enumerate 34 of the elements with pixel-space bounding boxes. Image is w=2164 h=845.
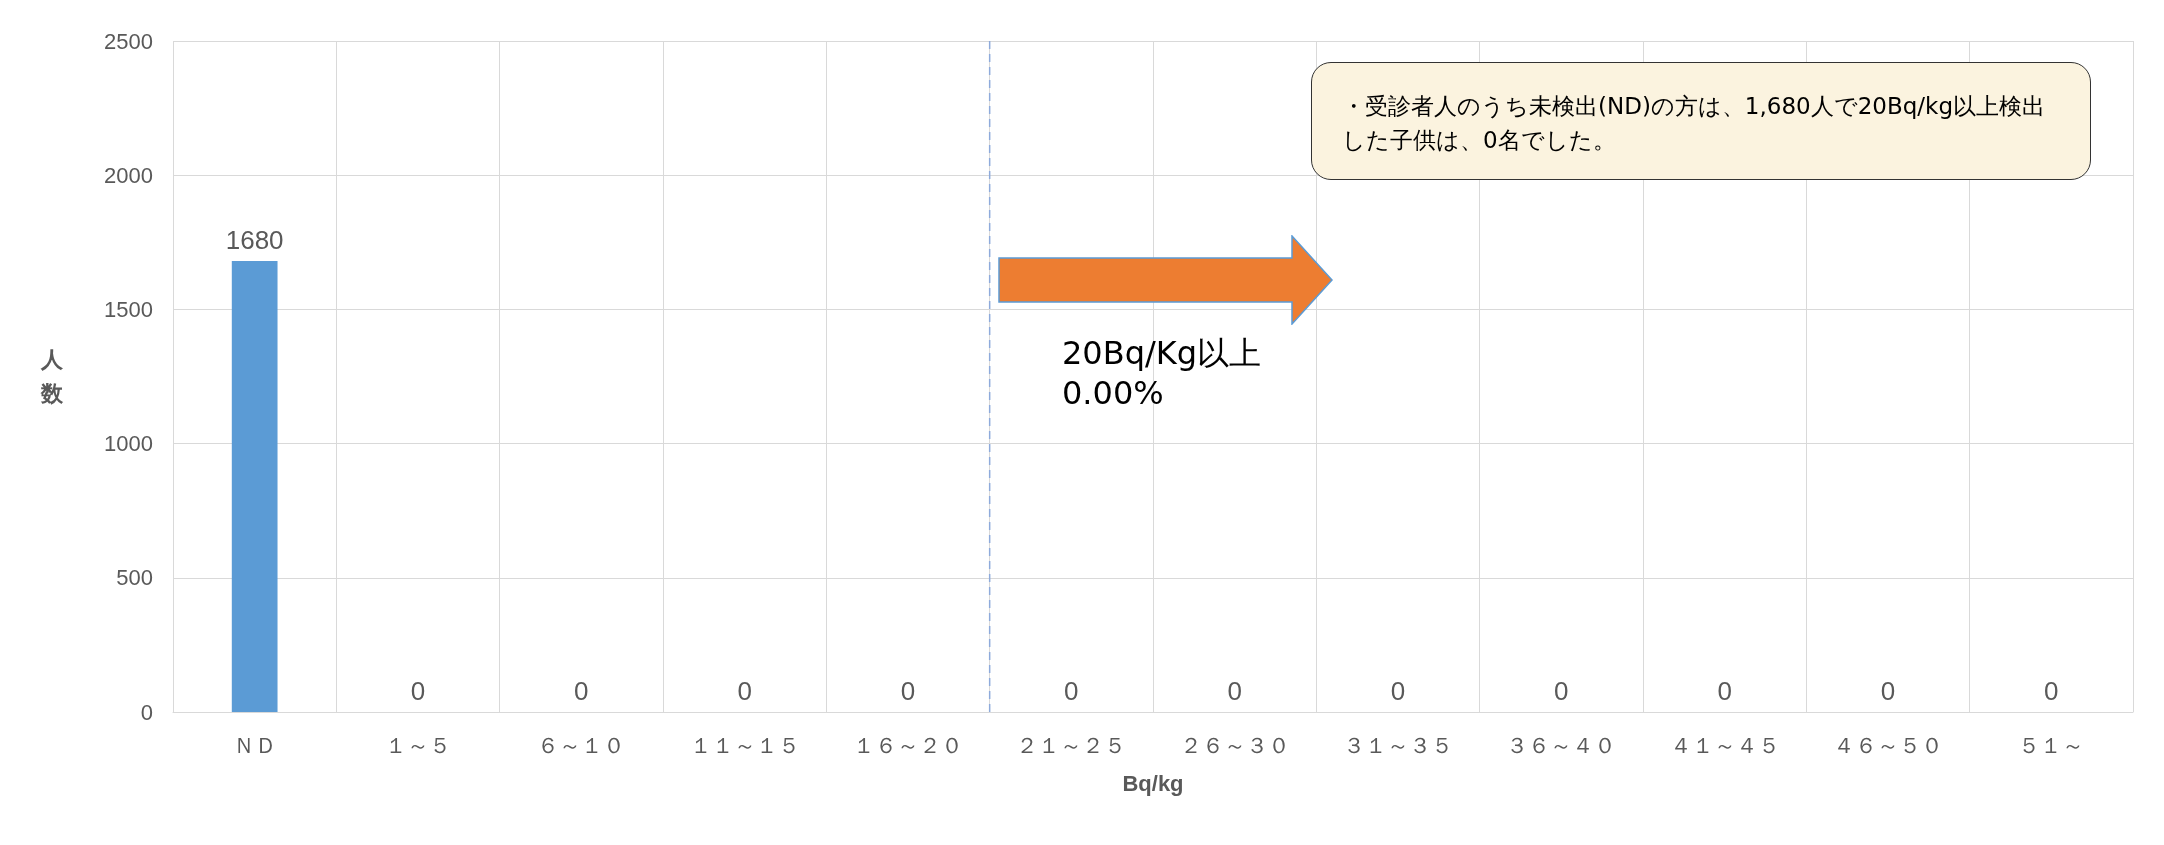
- annotation: 20Bq/Kg以上 0.00%: [1062, 333, 1262, 413]
- data-label: 0: [1717, 676, 1732, 706]
- x-axis-title: Bq/kg: [1122, 770, 1184, 796]
- data-label: 0: [410, 676, 426, 706]
- callout-box: ・受診者人のうち未検出(ND)の方は、1,680人で20Bq/kg以上検出した子供は、0名でした。: [1311, 62, 2091, 180]
- data-label: 0: [574, 676, 589, 706]
- data-label: 0: [1880, 676, 1896, 706]
- data-label: 0: [900, 676, 916, 706]
- x-tick-label: ＮＤ: [232, 732, 277, 758]
- y-tick-label: 2500: [104, 28, 153, 54]
- data-label: 0: [1227, 676, 1242, 706]
- x-tick-label: １１～１５: [689, 732, 800, 758]
- x-tick-label: ３１～３５: [1343, 732, 1453, 758]
- y-tick-label: 500: [116, 565, 153, 591]
- x-tick-label: １６～２０: [853, 732, 963, 758]
- x-tick-label: ４１～４５: [1669, 732, 1780, 758]
- x-tick-label: ３６～４０: [1506, 732, 1617, 758]
- x-tick-label: ４６～５０: [1833, 732, 1943, 758]
- y-tick-label: 1500: [104, 296, 153, 322]
- data-label: 0: [1554, 676, 1569, 706]
- x-tick-label: ２１～２５: [1016, 732, 1127, 758]
- y-axis-title: 人数: [40, 347, 64, 406]
- x-tick-label: ６～１０: [537, 732, 626, 758]
- data-label: 0: [2044, 676, 2059, 706]
- data-label: 0: [1064, 676, 1079, 706]
- x-tick-label: ５１～: [2018, 732, 2085, 758]
- x-tick-label: ２６～３０: [1179, 732, 1290, 758]
- data-label: 0: [737, 676, 752, 706]
- y-tick-label: 1000: [104, 431, 153, 457]
- y-tick-label: 2000: [104, 162, 153, 188]
- y-tick-label: 0: [140, 699, 153, 725]
- data-label: 1680: [225, 225, 284, 256]
- data-label: 0: [1390, 676, 1406, 706]
- x-tick-label: １～５: [385, 732, 451, 758]
